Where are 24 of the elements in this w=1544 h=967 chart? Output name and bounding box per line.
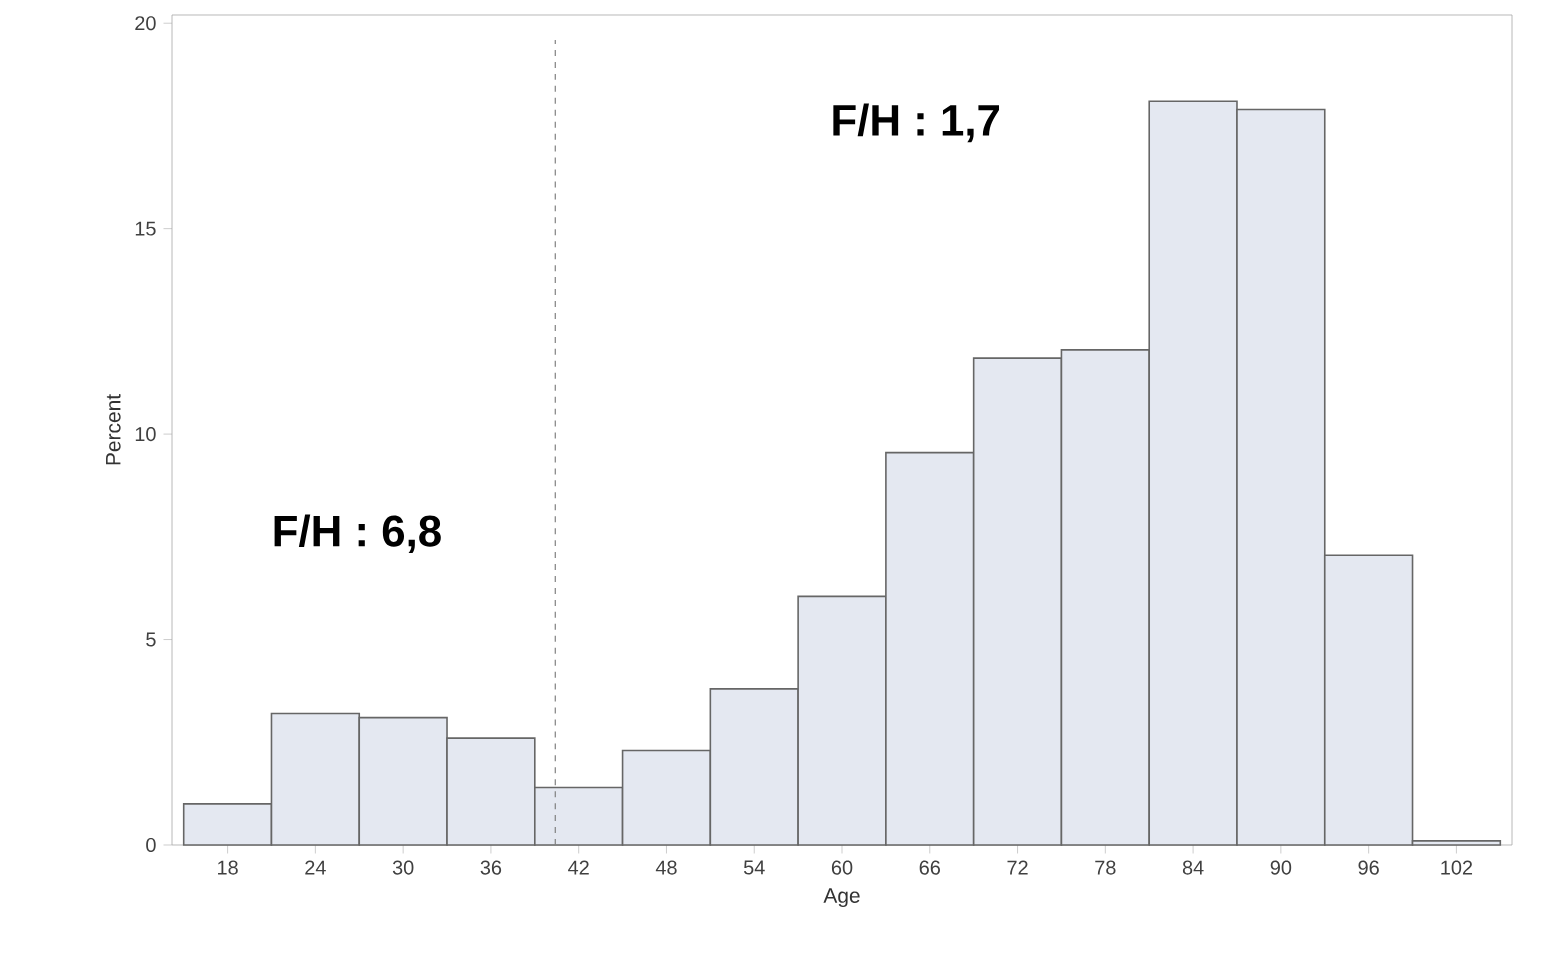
x-tick-label: 24 — [305, 860, 326, 875]
x-tick-label: 90 — [1270, 860, 1292, 875]
x-tick-label: 72 — [1007, 860, 1028, 875]
x-tick-label: 96 — [1358, 860, 1379, 875]
x-tick-label: 78 — [1095, 860, 1116, 875]
y-tick-label: 5 — [146, 632, 156, 647]
x-tick-label: 42 — [568, 860, 589, 875]
y-tick-label: 15 — [135, 221, 156, 236]
x-tick-label: 48 — [655, 860, 677, 875]
y-tick-label: 0 — [146, 837, 156, 853]
x-tick-label: 102 — [1441, 860, 1473, 875]
x-tick-label: 66 — [919, 860, 940, 875]
x-tick-label: 54 — [743, 860, 765, 875]
y-axis-title: Percent — [106, 394, 121, 465]
y-tick-label: 20 — [135, 16, 156, 31]
annotation: F/H : 1,7 — [833, 103, 1000, 143]
x-axis-title: Age — [823, 888, 860, 908]
annotation: F/H : 6,8 — [274, 514, 441, 554]
x-tick-label: 84 — [1182, 860, 1204, 875]
y-tick-label: 10 — [135, 427, 156, 442]
x-tick-label: 60 — [831, 860, 853, 875]
x-tick-label: 18 — [218, 860, 238, 875]
x-tick-label: 36 — [480, 860, 502, 875]
x-tick-label: 30 — [392, 860, 414, 875]
